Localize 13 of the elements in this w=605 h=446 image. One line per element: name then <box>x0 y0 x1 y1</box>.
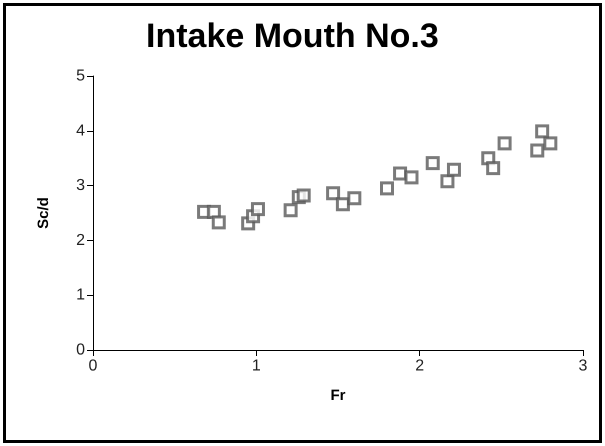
y-axis-title: Sc/d <box>35 197 52 229</box>
x-tick-label: 3 <box>578 358 588 374</box>
y-tick-label: 3 <box>76 177 86 194</box>
y-tick-label: 1 <box>76 286 86 304</box>
chart-title: Intake Mouth No.3 <box>146 17 439 55</box>
x-tick-label: 2 <box>415 358 424 374</box>
y-tick-label: 4 <box>76 122 86 140</box>
x-axis-title: Fr <box>330 387 346 404</box>
x-tick-label: 1 <box>252 358 261 374</box>
y-tick-label: 2 <box>76 232 86 249</box>
y-tick-label: 0 <box>76 342 86 358</box>
x-tick-label: 0 <box>88 358 98 374</box>
y-tick-label: 5 <box>76 68 86 84</box>
